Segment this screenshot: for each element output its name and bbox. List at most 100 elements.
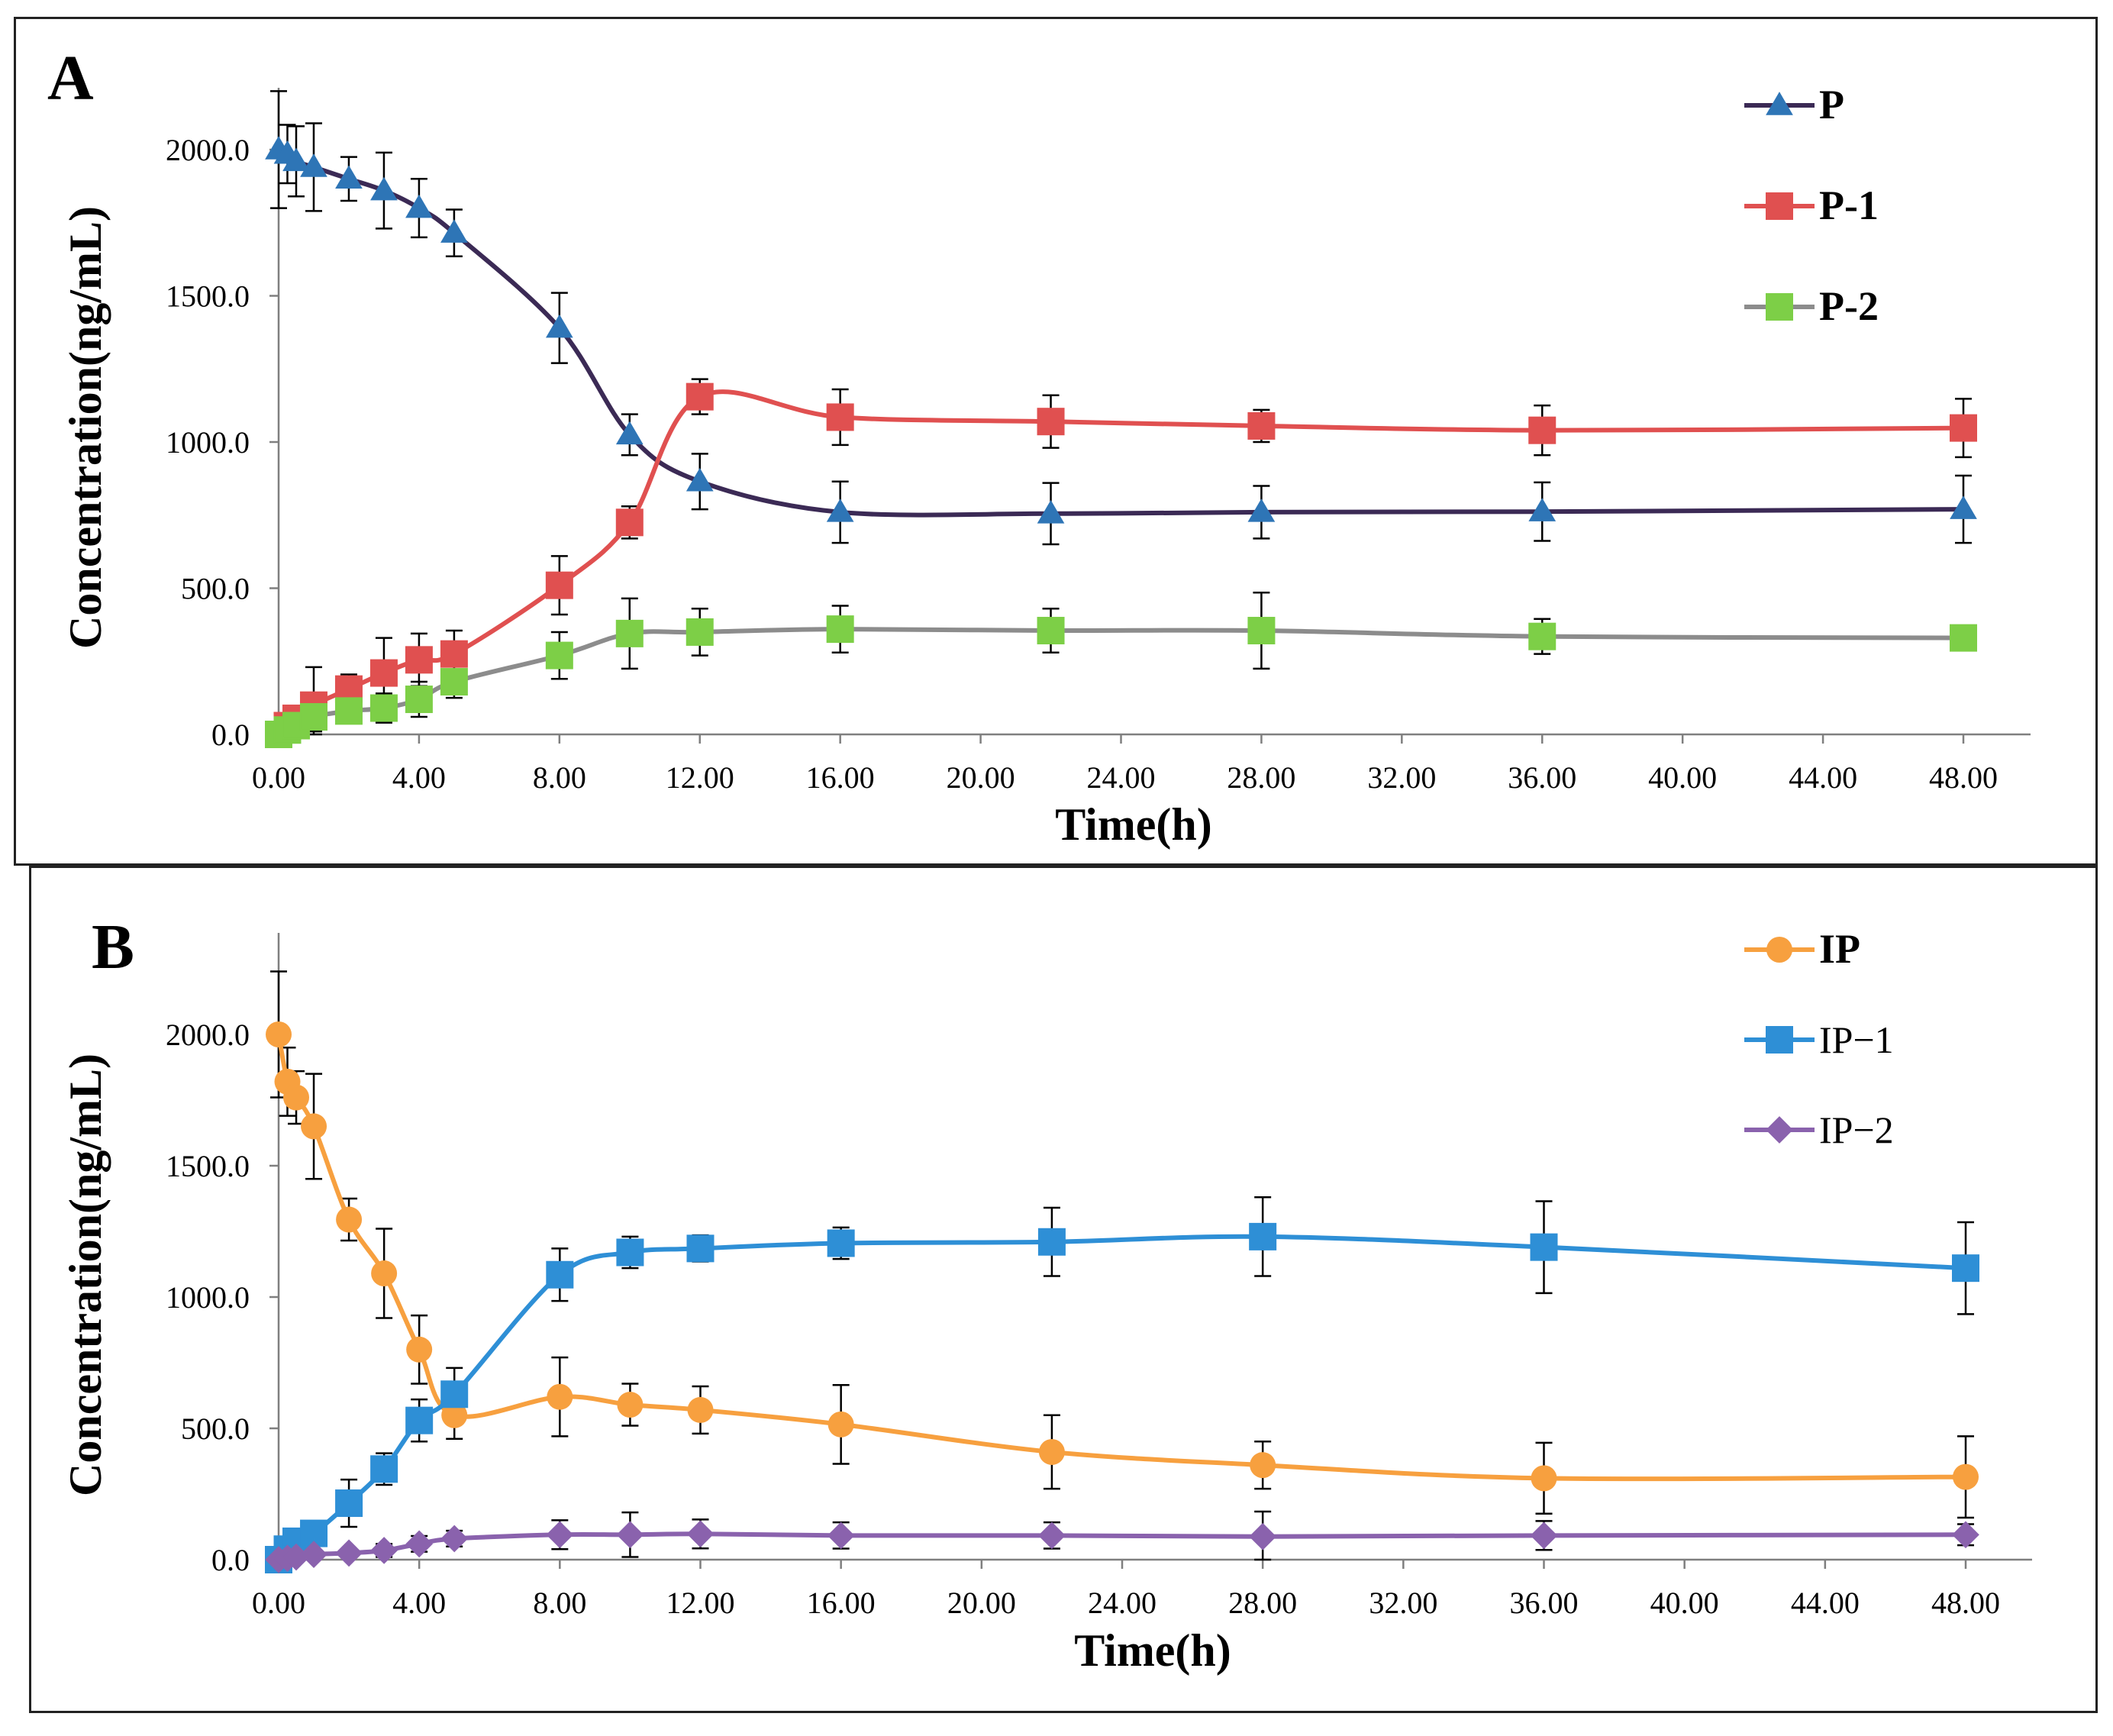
panel-a-markers (265, 136, 1977, 748)
panel-a-x-tick-label: 8.00 (533, 760, 586, 795)
panel-b-series-ip-2-marker (300, 1541, 327, 1568)
panel-a-axes: 0.0 500.0 1000.0 1500.0 2000.0 0.00 4.00 8.00 12… (166, 88, 2031, 795)
panel-a-series-p-1-marker (1950, 414, 1977, 442)
panel-b-series-ip-marker (336, 1206, 363, 1233)
panel-b-x-tick-label: 20.00 (947, 1586, 1016, 1620)
panel-a-x-tick-label: 48.00 (1929, 760, 1998, 795)
panel-b-series-ip-1-marker (370, 1455, 398, 1483)
panel-a-series-p-marker (440, 219, 468, 243)
panel-a-legend-p-1-entry: P-1 (1744, 182, 1879, 228)
panel-a-legend-p-2-entry: P-2 (1744, 283, 1879, 329)
panel-b-y-tick-label: 2000.0 (166, 1018, 250, 1052)
panel-b-series-ip-marker (617, 1392, 644, 1418)
panel-b-series-ip-2-marker (1249, 1522, 1277, 1550)
panel-a-legend-p-2-marker (1766, 293, 1793, 321)
panel-a-label: A (47, 43, 94, 114)
panel-b-series-ip-2-marker (282, 1543, 310, 1571)
panel-b-series-ip-2-marker (546, 1521, 574, 1549)
panel-a-series-p-2-marker (405, 686, 433, 714)
panel-a-series-p-marker (335, 165, 363, 189)
panel-b-x-tick-label: 48.00 (1931, 1586, 2000, 1620)
panel-b-series-ip-2-marker (370, 1537, 398, 1564)
panel-b-legend-ip-1-label: IP−1 (1819, 1018, 1894, 1061)
panel-a-series-p-1-line (276, 389, 1966, 737)
panel-b-series-ip-2-marker (1952, 1521, 1979, 1549)
panel-b-x-tick-label: 36.00 (1510, 1586, 1579, 1620)
panel-b-series-ip-marker (1953, 1463, 1979, 1490)
panel-a-y-tick-label: 500.0 (181, 572, 250, 606)
panel-a-legend-p-entry: P (1744, 82, 1844, 127)
panel-a-series-p-2-marker (686, 618, 714, 646)
panel-b-x-tick-label: 12.00 (666, 1586, 735, 1620)
panel-b-legend-ip-marker (1766, 937, 1792, 963)
panel-a-legend-p-1-marker (1766, 192, 1793, 220)
panel-a-x-tick-label: 16.00 (806, 760, 875, 795)
panel-a-y-tick-label: 0.0 (211, 718, 250, 752)
panel-b-series-ip-1-marker (1249, 1222, 1277, 1250)
panel-b-legend: IP IP−1 IP−2 (1744, 926, 1894, 1151)
panel-b-series-ip-2-line (276, 1531, 1968, 1562)
panel-b-y-axis-title: Concentration(ng/mL) (60, 1054, 111, 1496)
panel-a-series-p-2-marker (299, 703, 327, 731)
panel-b-series-ip-2-marker (827, 1521, 855, 1550)
panel-b-x-axis-title: Time(h) (1074, 1625, 1231, 1676)
panel-a-series-p-marker (686, 467, 714, 492)
panel-a-series-p-2-marker (334, 697, 363, 725)
panel-b-series-ip-2-marker (1038, 1521, 1066, 1550)
panel-a-series-lines (276, 147, 1966, 737)
panel-a-legend-p-label: P (1819, 82, 1844, 127)
panel-a-series-p-1-marker (405, 646, 433, 674)
panel-b-series-ip-marker (283, 1084, 310, 1111)
panel-b-label: B (92, 912, 134, 983)
panel-b-axes: 0.0 500.0 1000.0 1500.0 2000.0 0.00 4.00 8.00 12… (166, 933, 2032, 1620)
panel-b-series-ip-1-marker (1952, 1254, 1979, 1283)
panel-b-y-tick-label: 1000.0 (166, 1280, 250, 1315)
panel-a-series-p-1-marker (369, 659, 398, 687)
panel-a-series-p-2-line (276, 627, 1966, 737)
panel-a-y-tick-label: 1000.0 (166, 425, 250, 460)
panel-b-series-ip-marker (371, 1260, 398, 1287)
panel-b-x-tick-label: 44.00 (1791, 1586, 1860, 1620)
panel-a-series-p-2-marker (1037, 617, 1065, 645)
panel-a: A Concentration(ng/mL) Time(h) 0.0 500.0 1… (47, 43, 2031, 850)
panel-a-series-p-2-marker (1950, 624, 1977, 652)
panel-a-x-tick-label: 20.00 (947, 760, 1015, 795)
panel-a-series-p-1-marker (545, 571, 573, 599)
panel-b-series-ip-1-line (276, 1234, 1968, 1562)
panel-b-series-ip-marker (687, 1396, 714, 1423)
panel-b-legend-ip-label: IP (1819, 926, 1860, 972)
panel-b-y-tick-label: 500.0 (181, 1412, 250, 1446)
panel-a-legend-p-2-label: P-2 (1819, 283, 1879, 329)
panel-a-series-p-2-marker (615, 619, 644, 647)
panel-a-x-tick-label: 12.00 (666, 760, 734, 795)
panel-b-series-ip-marker (406, 1336, 433, 1363)
panel-b-error-bars (270, 970, 1974, 1561)
panel-b-series-ip-1-marker (335, 1489, 363, 1518)
panel-a-series-p-2-marker (1528, 622, 1557, 650)
panel-b-series-ip-1-marker (440, 1380, 469, 1408)
panel-b-series-ip-1-marker (1530, 1233, 1558, 1261)
panel-a-y-axis-title: Concentration(ng/mL) (60, 206, 111, 649)
panel-b-x-tick-label: 16.00 (807, 1586, 876, 1620)
panel-a-series-p-1-marker (615, 508, 644, 537)
panel-a-series-p-marker (1950, 495, 1977, 519)
panel-b-series-ip-1-marker (827, 1229, 855, 1257)
panel-b-legend-ip-entry: IP (1744, 926, 1860, 972)
panel-a-series-p-2-marker (545, 641, 573, 670)
panel-a-x-tick-label: 0.00 (252, 760, 305, 795)
panel-b-x-tick-label: 8.00 (533, 1586, 586, 1620)
panel-a-legend-p-1-label: P-1 (1819, 182, 1879, 228)
panel-b-series-ip-1-marker (616, 1238, 644, 1267)
panel-a-series-p-1-marker (1037, 408, 1065, 436)
panel-a-series-p-marker (405, 194, 433, 218)
panel-b-series-ip-2-marker (440, 1525, 469, 1553)
panel-b-series-lines (276, 1032, 1968, 1562)
panel-b-x-tick-label: 4.00 (392, 1586, 446, 1620)
panel-a-series-p-2-marker (440, 668, 468, 696)
panel-a-x-tick-label: 24.00 (1087, 760, 1156, 795)
panel-b-x-tick-label: 24.00 (1088, 1586, 1157, 1620)
panel-b-legend-ip-2-entry: IP−2 (1744, 1108, 1894, 1151)
panel-b: B Concentration(ng/mL) Time(h) 0.0 500.0 1… (60, 912, 2032, 1676)
panel-b-legend-ip-1-marker (1766, 1026, 1793, 1054)
